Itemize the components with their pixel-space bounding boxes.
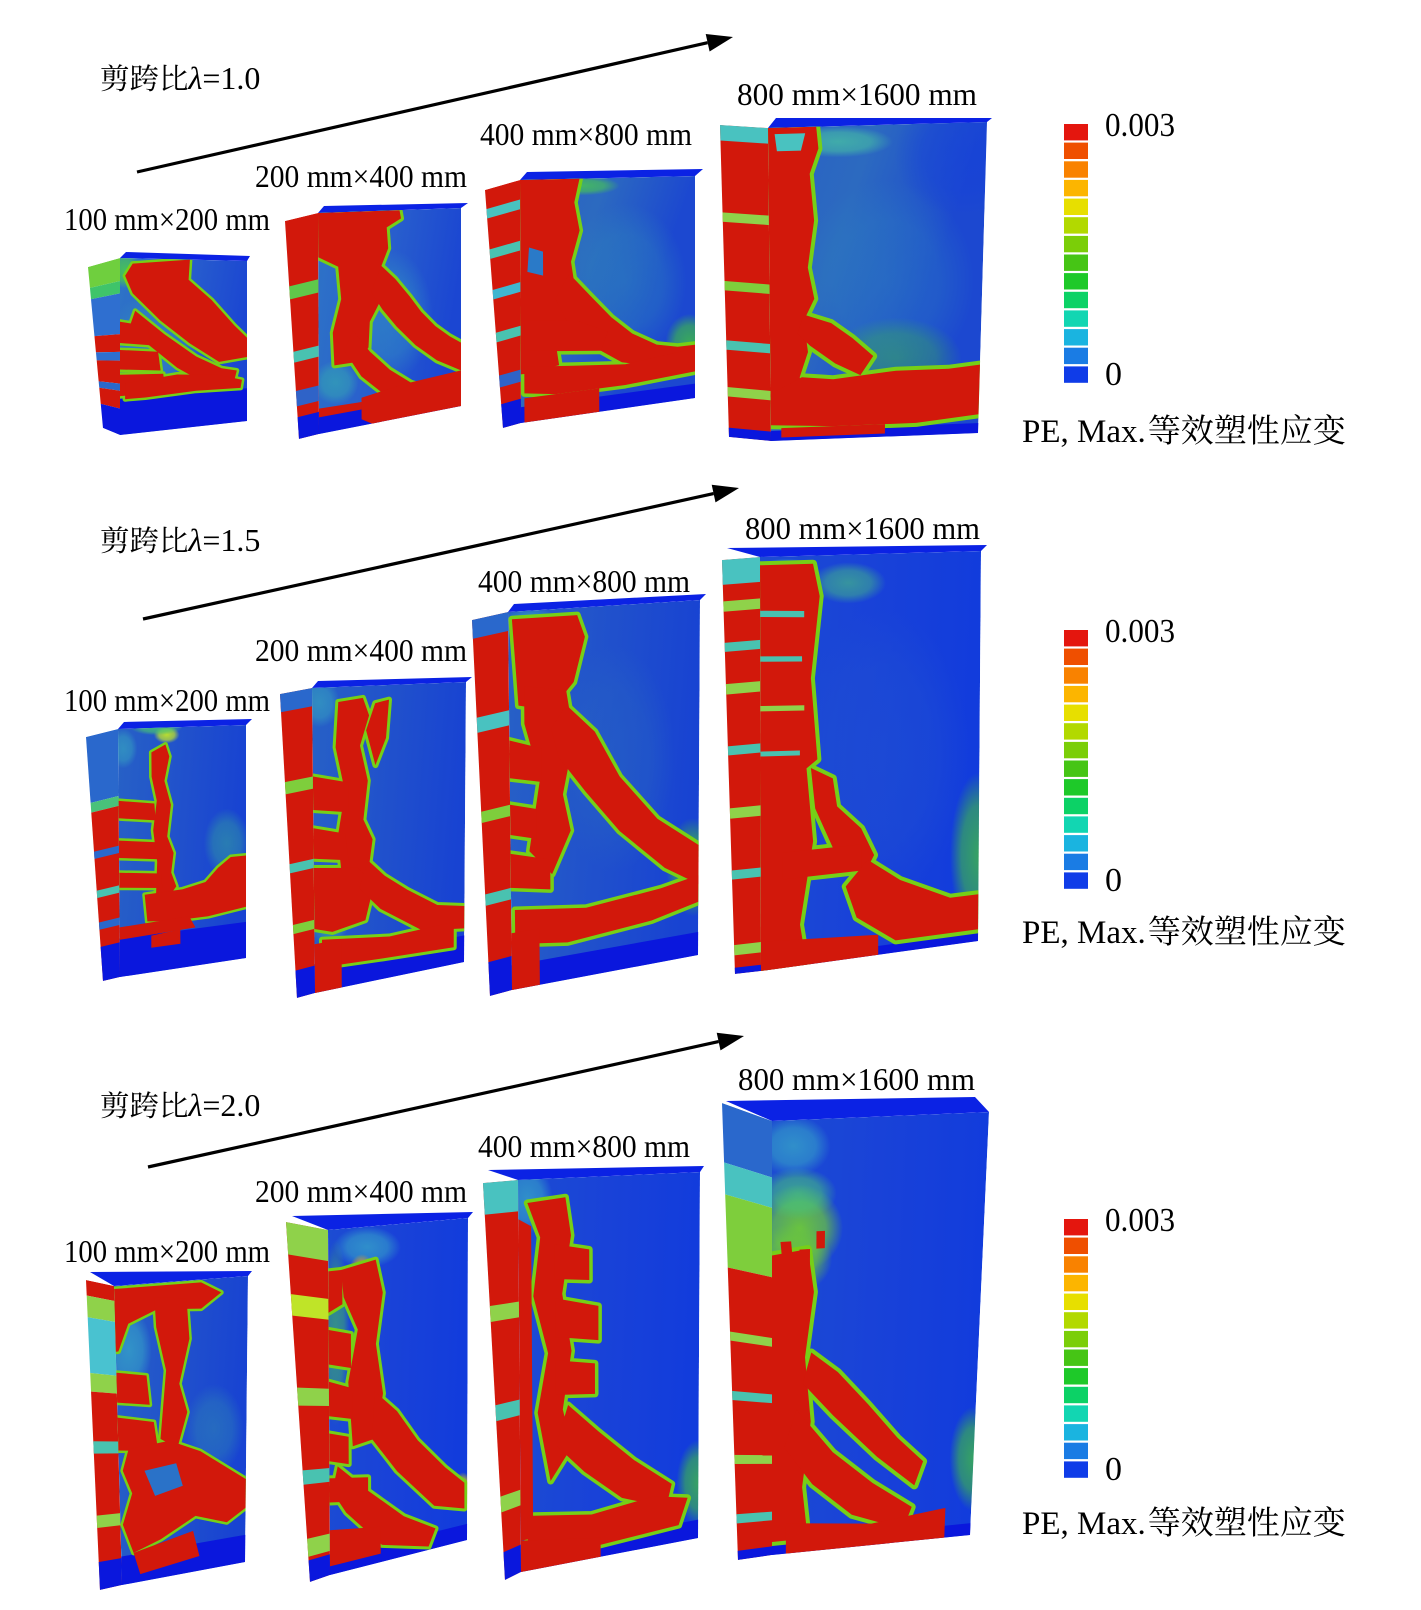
svg-text:0.003: 0.003 bbox=[1105, 107, 1175, 144]
svg-text:0.003: 0.003 bbox=[1105, 613, 1175, 650]
svg-text:400 mm×800 mm: 400 mm×800 mm bbox=[480, 117, 692, 152]
svg-text:200 mm×400 mm: 200 mm×400 mm bbox=[255, 1174, 467, 1209]
svg-text:200 mm×400 mm: 200 mm×400 mm bbox=[255, 633, 467, 668]
svg-text:0: 0 bbox=[1105, 1451, 1122, 1488]
svg-text:0.003: 0.003 bbox=[1105, 1202, 1175, 1239]
svg-text:100 mm×200 mm: 100 mm×200 mm bbox=[64, 1234, 270, 1269]
svg-text:PE, Max.: PE, Max. bbox=[1022, 915, 1146, 951]
svg-text:200 mm×400 mm: 200 mm×400 mm bbox=[255, 159, 467, 194]
svg-text:λ=2.0: λ=2.0 bbox=[188, 1087, 261, 1123]
svg-text:100 mm×200 mm: 100 mm×200 mm bbox=[64, 683, 270, 718]
svg-text:800 mm×1600 mm: 800 mm×1600 mm bbox=[737, 77, 977, 112]
svg-text:800 mm×1600 mm: 800 mm×1600 mm bbox=[738, 1062, 975, 1097]
svg-text:400 mm×800 mm: 400 mm×800 mm bbox=[478, 1129, 690, 1164]
svg-text:λ=1.5: λ=1.5 bbox=[188, 522, 261, 558]
svg-text:400 mm×800 mm: 400 mm×800 mm bbox=[478, 564, 690, 599]
svg-text:PE, Max.: PE, Max. bbox=[1022, 1506, 1146, 1542]
svg-text:0: 0 bbox=[1105, 356, 1122, 393]
svg-text:PE, Max.: PE, Max. bbox=[1022, 414, 1146, 450]
svg-text:0: 0 bbox=[1105, 862, 1122, 899]
svg-text:100 mm×200 mm: 100 mm×200 mm bbox=[64, 202, 270, 237]
svg-text:800 mm×1600 mm: 800 mm×1600 mm bbox=[745, 511, 980, 546]
svg-text:λ=1.0: λ=1.0 bbox=[188, 60, 261, 96]
